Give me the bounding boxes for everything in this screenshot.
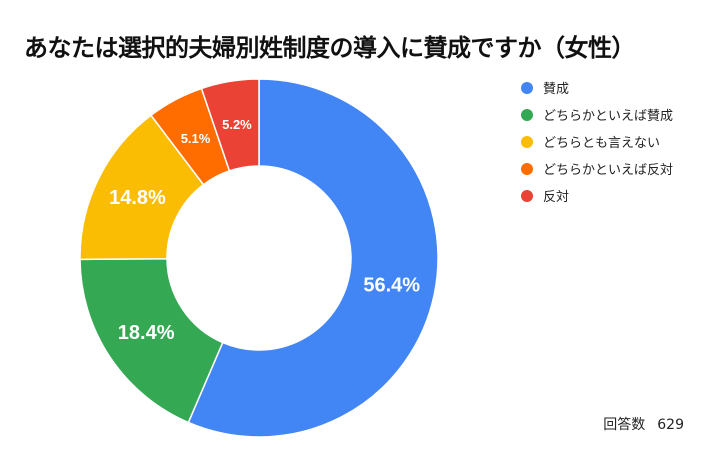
response-count-label: 回答数 [603, 417, 646, 433]
chart-title: あなたは選択的夫婦別姓制度の導入に賛成ですか（女性） [24, 34, 636, 62]
legend-marker [521, 189, 533, 202]
legend-label: どちらとも言えない [543, 136, 661, 151]
legend-item-3: どちらとも言えない [521, 128, 673, 155]
slice-label-5: 5.2% [222, 117, 252, 132]
slice-label-4: 5.1% [181, 131, 211, 146]
slice-label-3: 14.8% [109, 187, 166, 209]
legend-item-1: 賛成 [521, 74, 673, 101]
chart-legend: 賛成どちらかといえば賛成 どちらとも言えない どちらかといえば反対 反対 [521, 74, 673, 209]
legend-label: どちらかといえば賛成 [543, 109, 674, 124]
legend-marker [521, 135, 533, 148]
legend-item-5: 反対 [521, 182, 673, 209]
response-count: 回答数 629 [603, 414, 684, 434]
legend-label: どちらかといえば反対 [543, 163, 674, 178]
slice-1 [187, 78, 439, 438]
legend-label: 賛成 [543, 82, 570, 97]
legend-marker [521, 108, 533, 121]
legend-item-4: どちらかといえば反対 [521, 155, 673, 182]
slice-label-2: 18.4% [118, 322, 175, 344]
slice-2 [79, 257, 224, 424]
legend-label: 反対 [543, 190, 570, 205]
legend-marker [521, 81, 533, 94]
slice-label-1: 56.4% [363, 274, 420, 296]
legend-marker [521, 162, 533, 175]
legend-item-2: どちらかといえば賛成 [521, 101, 673, 128]
response-count-value: 629 [657, 417, 684, 433]
slice-5 [200, 78, 260, 172]
